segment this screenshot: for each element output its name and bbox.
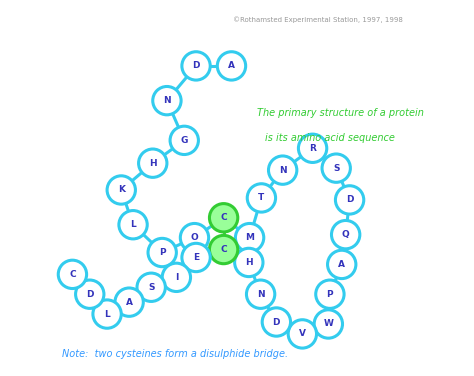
Circle shape bbox=[162, 263, 191, 291]
Text: N: N bbox=[279, 166, 286, 174]
Text: V: V bbox=[299, 329, 306, 338]
Circle shape bbox=[182, 52, 210, 80]
Circle shape bbox=[180, 223, 209, 252]
Text: N: N bbox=[257, 290, 264, 299]
Circle shape bbox=[288, 320, 317, 348]
Circle shape bbox=[268, 156, 297, 184]
Circle shape bbox=[316, 280, 344, 308]
Text: ©Rothamsted Experimental Station, 1997, 1998: ©Rothamsted Experimental Station, 1997, … bbox=[233, 16, 403, 23]
Text: K: K bbox=[118, 185, 125, 194]
Text: S: S bbox=[333, 164, 339, 173]
Text: is its amino acid sequence: is its amino acid sequence bbox=[265, 133, 395, 143]
Text: P: P bbox=[327, 290, 333, 299]
Circle shape bbox=[328, 250, 356, 279]
Text: R: R bbox=[309, 144, 316, 153]
Text: C: C bbox=[69, 270, 76, 279]
Circle shape bbox=[153, 86, 181, 115]
Circle shape bbox=[93, 300, 121, 328]
Circle shape bbox=[170, 126, 199, 155]
Text: W: W bbox=[323, 320, 333, 329]
Text: C: C bbox=[220, 213, 227, 222]
Circle shape bbox=[336, 186, 364, 214]
Text: H: H bbox=[149, 159, 156, 168]
Text: D: D bbox=[273, 317, 280, 326]
Text: O: O bbox=[191, 233, 198, 242]
Circle shape bbox=[115, 288, 143, 316]
Text: A: A bbox=[338, 260, 345, 269]
Text: A: A bbox=[228, 61, 235, 70]
Text: E: E bbox=[193, 253, 199, 262]
Text: D: D bbox=[86, 290, 93, 299]
Text: L: L bbox=[104, 309, 110, 318]
Text: S: S bbox=[148, 283, 155, 292]
Text: M: M bbox=[245, 233, 254, 242]
Text: I: I bbox=[175, 273, 178, 282]
Text: A: A bbox=[126, 298, 133, 307]
Text: H: H bbox=[245, 258, 253, 267]
Circle shape bbox=[210, 235, 238, 264]
Circle shape bbox=[119, 211, 147, 239]
Circle shape bbox=[75, 280, 104, 308]
Circle shape bbox=[138, 149, 167, 177]
Circle shape bbox=[137, 273, 165, 302]
Text: The primary structure of a protein: The primary structure of a protein bbox=[257, 108, 424, 118]
Circle shape bbox=[236, 223, 264, 252]
Circle shape bbox=[247, 184, 275, 212]
Circle shape bbox=[314, 310, 343, 338]
Circle shape bbox=[210, 204, 238, 232]
Text: Note:  two cysteines form a disulphide bridge.: Note: two cysteines form a disulphide br… bbox=[62, 349, 288, 359]
Circle shape bbox=[246, 280, 275, 308]
Text: C: C bbox=[220, 245, 227, 254]
Text: L: L bbox=[130, 220, 136, 229]
Circle shape bbox=[235, 248, 263, 277]
Circle shape bbox=[107, 176, 136, 204]
Circle shape bbox=[182, 243, 210, 271]
Text: Q: Q bbox=[342, 230, 349, 239]
Text: T: T bbox=[258, 193, 264, 202]
Circle shape bbox=[331, 220, 360, 249]
Circle shape bbox=[148, 238, 176, 267]
Text: P: P bbox=[159, 248, 165, 257]
Text: N: N bbox=[163, 96, 171, 105]
Circle shape bbox=[262, 308, 291, 336]
Circle shape bbox=[217, 52, 246, 80]
Circle shape bbox=[322, 154, 350, 182]
Text: G: G bbox=[181, 136, 188, 145]
Circle shape bbox=[299, 134, 327, 162]
Circle shape bbox=[58, 260, 87, 288]
Text: D: D bbox=[192, 61, 200, 70]
Text: D: D bbox=[346, 196, 353, 205]
